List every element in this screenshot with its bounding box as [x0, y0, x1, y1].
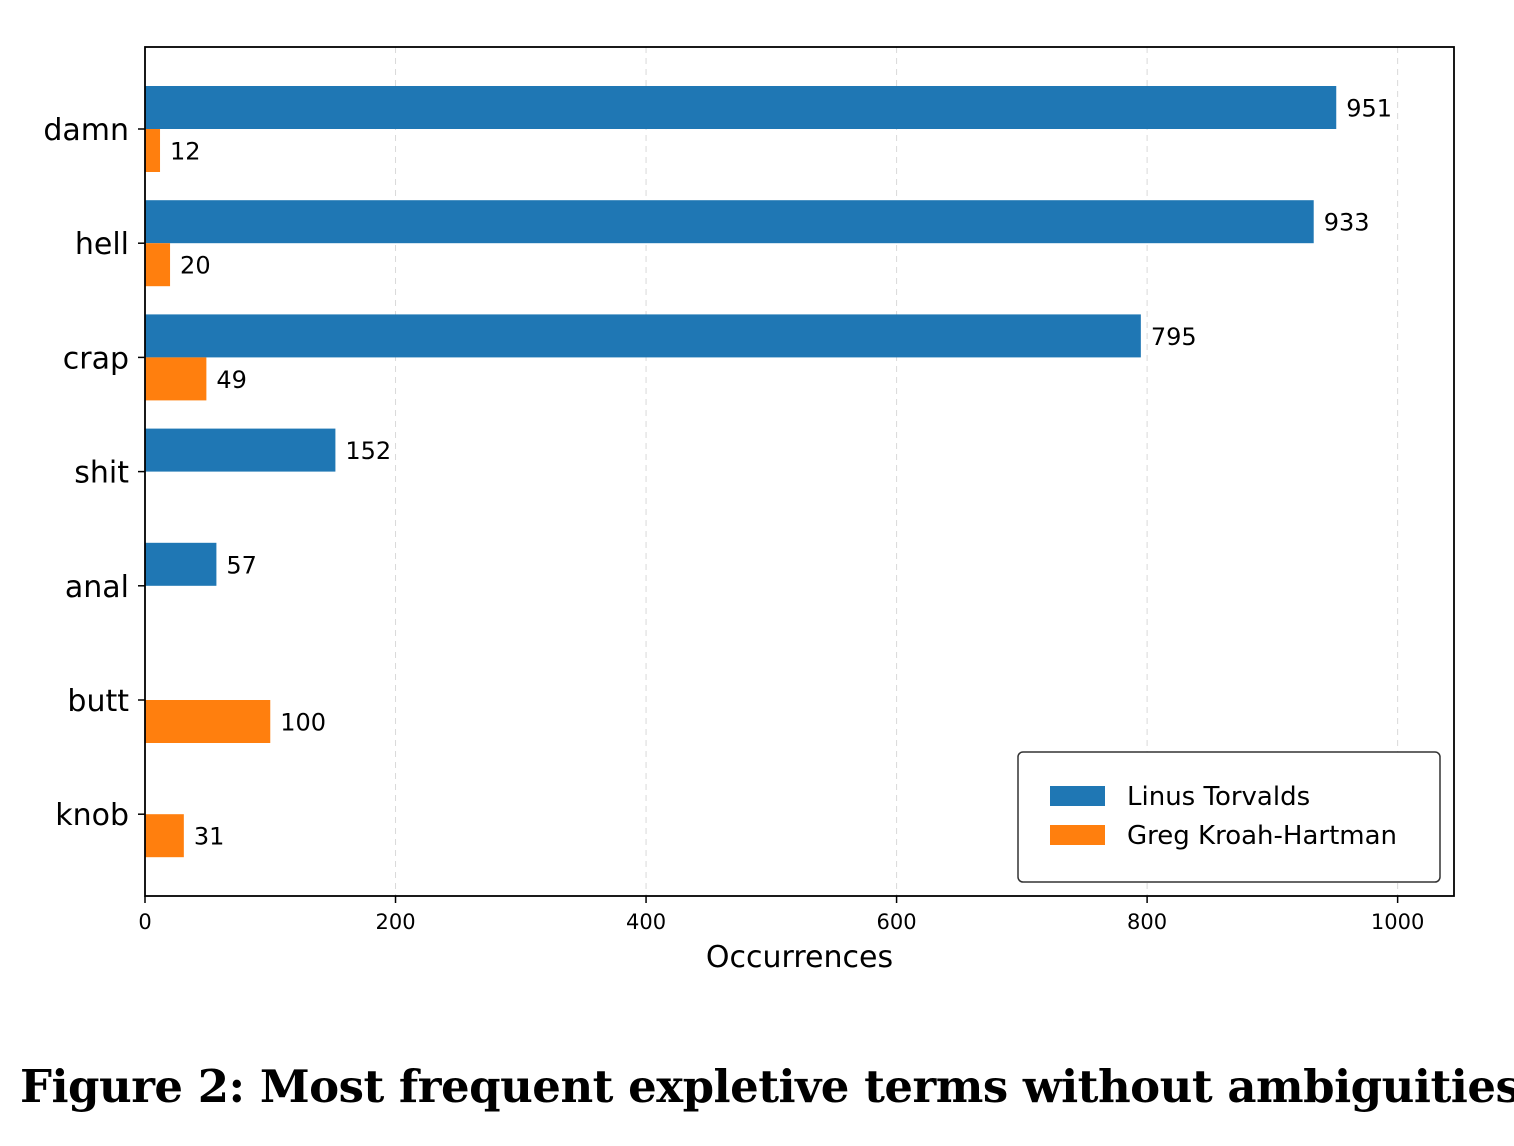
- x-tick-label: 0: [138, 910, 151, 934]
- x-axis-label: Occurrences: [706, 940, 893, 975]
- y-tick-label: crap: [63, 341, 129, 376]
- y-tick-label: damn: [43, 113, 129, 148]
- y-tick-label: knob: [55, 798, 129, 833]
- bar-linus: [145, 428, 336, 472]
- bar-value-label: 31: [194, 823, 225, 851]
- bar-greg: [145, 129, 161, 172]
- x-tick-label: 600: [877, 910, 917, 934]
- bar-value-label: 795: [1151, 323, 1197, 351]
- bar-value-label: 49: [216, 366, 247, 394]
- bar-greg: [145, 243, 171, 287]
- legend-label: Greg Kroah-Hartman: [1127, 821, 1397, 851]
- bar-linus: [145, 542, 217, 586]
- figure-caption: Figure 2: Most frequent expletive terms …: [20, 1060, 1514, 1113]
- bar-value-label: 12: [170, 138, 201, 166]
- bar-chart: damn 951 12 hell 933 20 crap 795 49 shit 152 anal 57…: [43, 46, 1455, 975]
- bar-linus: [145, 200, 1314, 244]
- x-tick-label: 1000: [1371, 910, 1424, 934]
- x-tick-label: 800: [1127, 910, 1167, 934]
- bar-value-label: 951: [1346, 95, 1392, 123]
- x-tick-label: 200: [375, 910, 415, 934]
- y-tick-label: butt: [67, 684, 129, 719]
- legend-swatch: [1050, 786, 1105, 806]
- bar-greg: [145, 357, 207, 401]
- x-tick-label: 400: [626, 910, 666, 934]
- bar-value-label: 100: [280, 709, 326, 737]
- bar-value-label: 933: [1324, 209, 1370, 237]
- bar-value-label: 57: [226, 551, 257, 579]
- bar-linus: [145, 314, 1141, 358]
- bar-linus: [145, 86, 1337, 129]
- bar-greg: [145, 700, 271, 743]
- bar-greg: [145, 814, 184, 858]
- y-tick-label: hell: [75, 227, 129, 262]
- y-tick-label: anal: [65, 570, 129, 605]
- legend-swatch: [1050, 825, 1105, 845]
- legend-label: Linus Torvalds: [1127, 782, 1310, 812]
- bar-value-label: 20: [180, 252, 211, 280]
- plot-frame: [144, 46, 1455, 897]
- y-tick-label: shit: [74, 456, 129, 491]
- bar-value-label: 152: [345, 437, 391, 465]
- legend-box: [1017, 751, 1441, 883]
